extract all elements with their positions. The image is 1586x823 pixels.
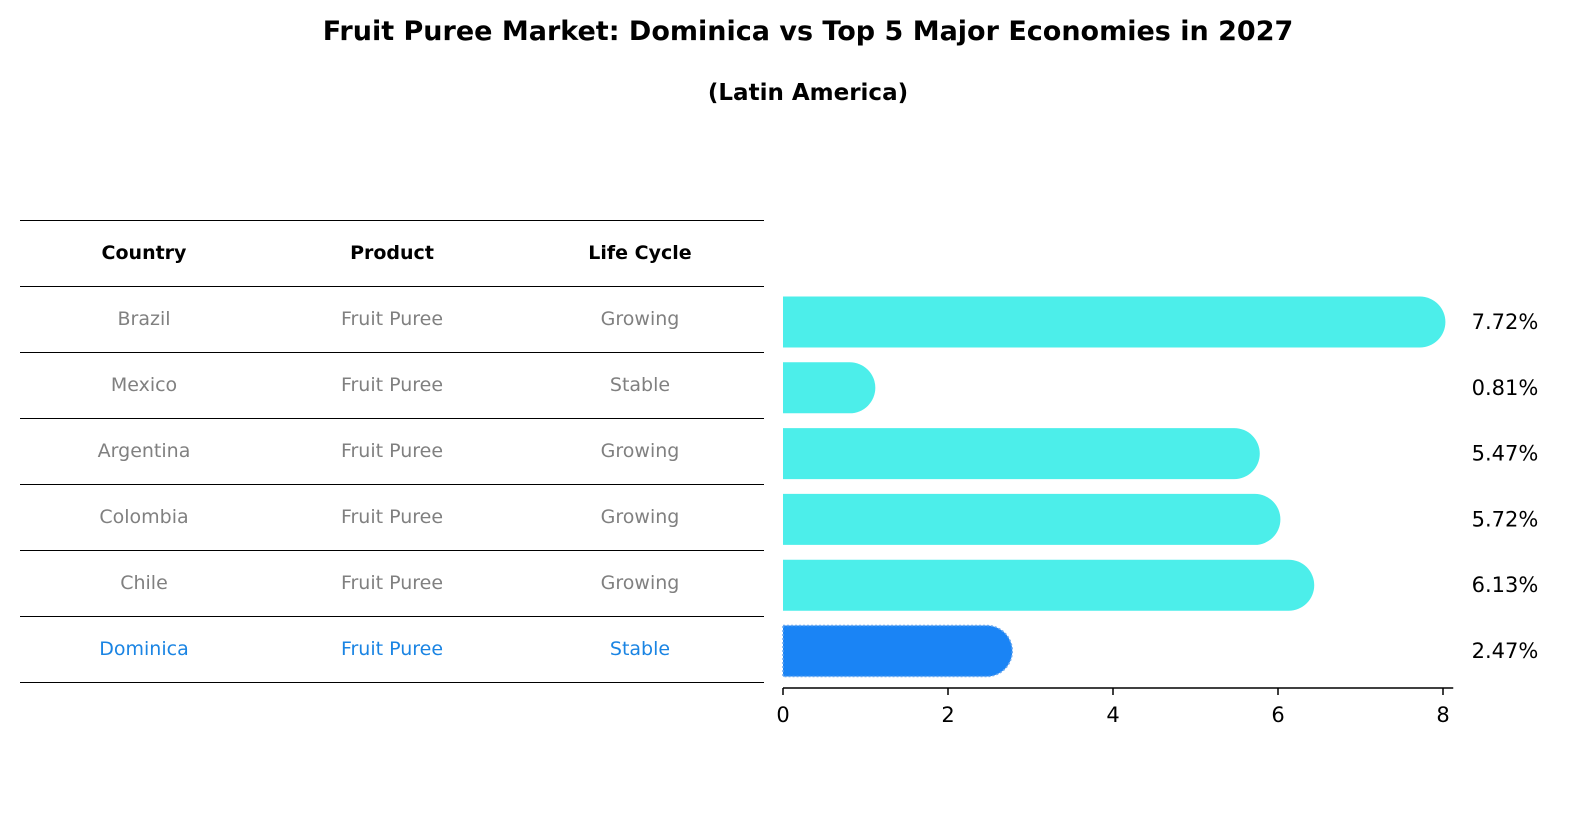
header-country: Country [101,242,187,264]
cell-country: Mexico [110,374,178,396]
value-label: 5.72% [1472,507,1539,531]
value-label: 7.72% [1472,310,1539,334]
table-header-row: Country Product Life Cycle [20,220,764,286]
value-label: 2.47% [1472,639,1539,663]
table-row: Chile Fruit Puree Growing [20,550,764,616]
table-top-rule [20,220,764,221]
cell-country: Dominica [99,638,189,660]
cell-country: Colombia [99,506,189,528]
cell-life-cycle: Growing [600,440,680,462]
table-row: Mexico Fruit Puree Stable [20,352,764,418]
cell-life-cycle: Stable [609,374,671,396]
value-label: 6.13% [1472,573,1539,597]
cell-product: Fruit Puree [340,506,444,528]
value-label: 5.47% [1472,442,1539,466]
table-header-rule [20,286,764,287]
bar [783,428,1260,480]
x-tick-label: 0 [776,703,789,727]
cell-life-cycle: Growing [600,506,680,528]
value-label: 0.81% [1472,376,1539,400]
bar [783,362,876,414]
bar [783,493,1281,545]
chart-subtitle: (Latin America) [707,80,909,106]
x-tick-label: 8 [1436,703,1449,727]
header-product: Product [350,242,434,264]
cell-life-cycle: Growing [600,572,680,594]
cell-product: Fruit Puree [340,440,444,462]
cell-life-cycle: Growing [600,308,680,330]
cell-country: Brazil [117,308,171,330]
x-tick-label: 6 [1271,703,1284,727]
cell-country: Argentina [97,440,191,462]
table-row-rule [20,418,764,419]
cell-life-cycle: Stable [609,638,671,660]
table-row-rule [20,682,764,683]
table-row: Argentina Fruit Puree Growing [20,418,764,484]
table-row-rule [20,616,764,617]
cell-country: Chile [120,572,168,594]
chart-title: Fruit Puree Market: Dominica vs Top 5 Ma… [322,16,1294,47]
cell-product: Fruit Puree [340,374,444,396]
table-row-rule [20,352,764,353]
table-row-rule [20,484,764,485]
x-tick-label: 4 [1106,703,1119,727]
header-life-cycle: Life Cycle [588,242,692,264]
cell-product: Fruit Puree [340,638,444,660]
x-tick-label: 2 [941,703,954,727]
table-row: Colombia Fruit Puree Growing [20,484,764,550]
bar [783,559,1315,611]
table-row-rule [20,550,764,551]
bar-highlight [782,624,1014,678]
cell-product: Fruit Puree [340,308,444,330]
bar [783,296,1446,348]
table-row-highlight: Dominica Fruit Puree Stable [20,616,764,682]
table-row: Brazil Fruit Puree Growing [20,286,764,352]
cell-product: Fruit Puree [340,572,444,594]
